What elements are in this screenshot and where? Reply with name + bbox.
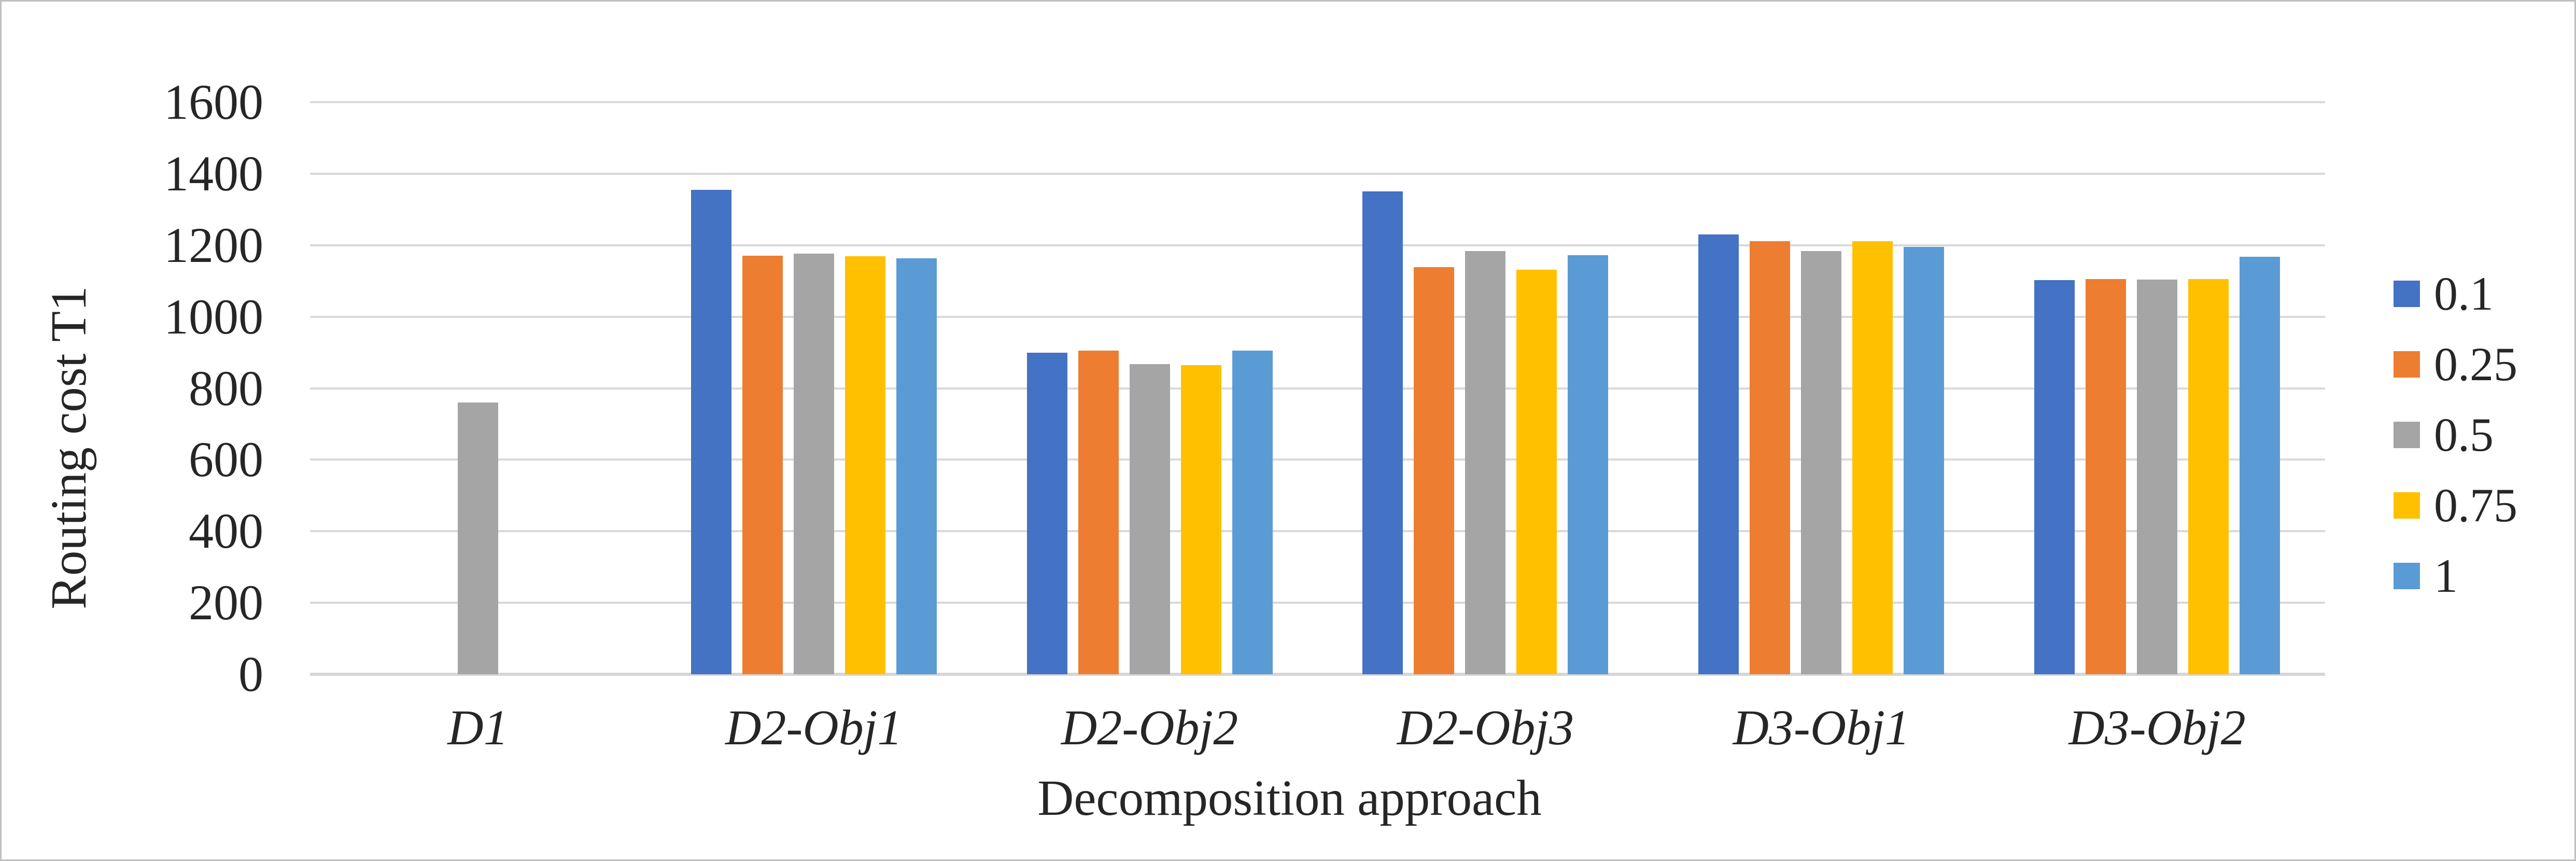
- legend-item-0.75: 0.75: [2394, 470, 2517, 540]
- legend-swatch-0.5: [2394, 421, 2420, 448]
- bar-D3-Obj1-series-0.1: [1698, 234, 1739, 674]
- y-tick-label-200: 200: [189, 575, 263, 631]
- bar-group-D2-Obj1: [646, 102, 982, 674]
- legend-label-1: 1: [2434, 549, 2458, 602]
- bar-D3-Obj2-series-0.75: [2188, 279, 2229, 674]
- bar-group-D2-Obj2: [982, 102, 1318, 674]
- bar-D2-Obj3-series-1: [1568, 255, 1609, 674]
- category-label-D3-Obj2: D3-Obj2: [2068, 700, 2246, 755]
- x-axis-title: Decomposition approach: [1037, 770, 1542, 826]
- bar-D2-Obj2-series-1: [1232, 351, 1273, 674]
- bar-D2-Obj1-series-0.1: [691, 190, 731, 674]
- bar-group-D3-Obj2: [1989, 102, 2325, 674]
- bar-D2-Obj1-series-0.25: [742, 256, 783, 674]
- y-tick-label-1000: 1000: [164, 288, 263, 344]
- bar-group-D3-Obj1: [1653, 102, 1989, 674]
- legend-swatch-1: [2394, 562, 2420, 589]
- y-tick-label-1200: 1200: [164, 217, 263, 273]
- bar-D2-Obj3-series-0.25: [1414, 267, 1455, 674]
- bar-D2-Obj1-series-0.75: [844, 256, 885, 674]
- gridline-1000: [310, 315, 2325, 318]
- bar-D2-Obj2-series-0.75: [1180, 365, 1221, 674]
- category-label-D2-Obj2: D2-Obj2: [1061, 700, 1238, 755]
- legend-label-0.75: 0.75: [2434, 479, 2517, 532]
- bar-D3-Obj1-series-0.25: [1750, 241, 1791, 674]
- y-tick-label-800: 800: [189, 360, 263, 416]
- legend-label-0.25: 0.25: [2434, 338, 2517, 391]
- legend-swatch-0.25: [2394, 351, 2420, 378]
- gridline-800: [310, 387, 2325, 390]
- bar-D3-Obj1-series-0.5: [1801, 251, 1842, 674]
- gridline-400: [310, 530, 2325, 533]
- bar-D2-Obj2-series-0.1: [1026, 353, 1067, 674]
- gridline-1200: [310, 244, 2325, 246]
- bar-D2-Obj3-series-0.75: [1516, 270, 1557, 674]
- bar-D2-Obj1-series-0.5: [793, 254, 834, 674]
- gridline-600: [310, 459, 2325, 461]
- bar-D3-Obj1-series-1: [1904, 247, 1945, 674]
- legend-item-0.1: 0.1: [2394, 258, 2517, 329]
- bar-D3-Obj2-series-0.1: [2034, 280, 2075, 674]
- legend-item-1: 1: [2394, 540, 2517, 611]
- bar-group-D1: [310, 102, 646, 674]
- y-tick-label-0: 0: [238, 646, 263, 702]
- legend-label-0.1: 0.1: [2434, 267, 2494, 320]
- bar-D3-Obj1-series-0.75: [1852, 241, 1893, 674]
- y-tick-label-1400: 1400: [164, 145, 263, 201]
- y-tick-label-600: 600: [189, 432, 263, 488]
- category-label-D2-Obj1: D2-Obj1: [725, 700, 903, 755]
- bar-D2-Obj2-series-0.25: [1078, 351, 1119, 674]
- category-label-D1: D1: [447, 700, 509, 755]
- gridline-1600: [310, 101, 2325, 103]
- bar-group-D2-Obj3: [1318, 102, 1654, 674]
- bar-D2-Obj2-series-0.5: [1129, 364, 1170, 674]
- legend: 0.1 0.25 0.5 0.75 1: [2394, 258, 2517, 611]
- legend-swatch-0.75: [2394, 492, 2420, 519]
- bar-D3-Obj2-series-0.25: [2086, 279, 2127, 674]
- legend-item-0.5: 0.5: [2394, 399, 2517, 470]
- legend-item-0.25: 0.25: [2394, 329, 2517, 399]
- gridline-200: [310, 602, 2325, 604]
- gridline-1400: [310, 172, 2325, 175]
- x-axis-line: [310, 673, 2325, 676]
- category-label-D2-Obj3: D2-Obj3: [1397, 700, 1574, 755]
- y-tick-label-1600: 1600: [164, 74, 263, 130]
- bar-D3-Obj2-series-1: [2240, 257, 2281, 674]
- bar-D1-series-0.5: [457, 402, 498, 674]
- plot-area: [310, 101, 2325, 676]
- y-tick-label-400: 400: [189, 503, 263, 559]
- legend-label-0.5: 0.5: [2434, 408, 2494, 461]
- legend-swatch-0.1: [2394, 280, 2420, 307]
- bar-D2-Obj1-series-1: [896, 258, 937, 674]
- bar-D2-Obj3-series-0.5: [1465, 251, 1506, 674]
- bar-D3-Obj2-series-0.5: [2137, 280, 2178, 674]
- category-label-D3-Obj1: D3-Obj1: [1733, 700, 1910, 755]
- bar-D2-Obj3-series-0.1: [1362, 191, 1403, 674]
